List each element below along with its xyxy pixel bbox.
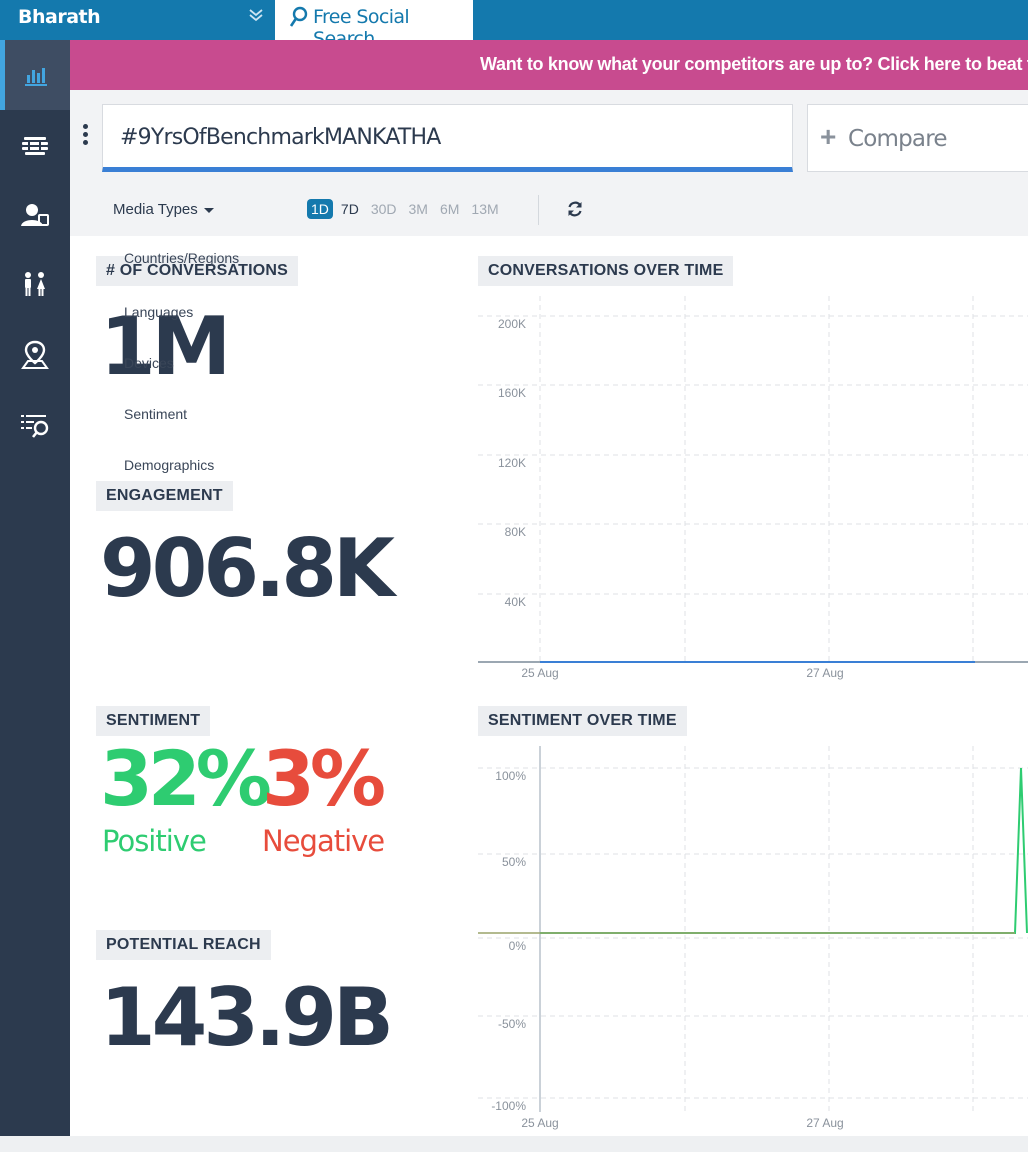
sidebar <box>0 40 70 1136</box>
sentiment-label: SENTIMENT <box>96 706 211 736</box>
conversations-over-time-chart: 200K 160K 120K 80K 40K 25 Aug 27 Aug <box>478 296 1028 680</box>
y-tick-label: 200K <box>498 317 526 331</box>
tab-free-social-search[interactable]: Free Social Search <box>275 0 473 50</box>
potential-reach-value: 143.9B <box>100 971 394 1064</box>
negative-label: Negative <box>262 824 385 858</box>
chevron-down-icon[interactable] <box>246 5 266 25</box>
x-tick-label: 27 Aug <box>806 1116 843 1130</box>
dropdown-item[interactable]: Devices <box>124 355 174 371</box>
plus-icon: + <box>820 121 837 152</box>
y-tick-label: -100% <box>491 1099 526 1113</box>
conversations-label: # OF CONVERSATIONS <box>96 256 298 286</box>
dropdown-item[interactable]: Demographics <box>124 457 215 473</box>
query-input[interactable]: #9YrsOfBenchmarkMANKATHA <box>102 104 793 172</box>
sidebar-item-locations[interactable] <box>0 320 70 390</box>
conversations-value: 1M <box>100 300 231 393</box>
top-bar: Bharath Free Social Search <box>0 0 1028 50</box>
y-tick-label: 50% <box>502 855 526 869</box>
promo-banner[interactable]: Want to know what your competitors are u… <box>70 40 1028 90</box>
time-range-tab[interactable]: 30D <box>370 201 397 217</box>
media-types-label: Media Types <box>113 201 198 218</box>
dropdown-item[interactable]: Countries/Regions <box>124 250 240 266</box>
list-search-icon <box>21 415 49 438</box>
compare-label: Compare <box>848 126 948 152</box>
sidebar-item-search-list[interactable] <box>0 390 70 460</box>
time-range-tab[interactable]: 13M <box>471 201 499 217</box>
engagement-label: ENGAGEMENT <box>96 481 233 511</box>
y-tick-label: 0% <box>509 939 527 953</box>
layers-icon <box>22 137 48 155</box>
people-icon <box>25 272 45 296</box>
x-tick-label: 25 Aug <box>521 666 558 680</box>
dropdown-item[interactable]: Sentiment <box>124 406 188 422</box>
y-tick-label: 160K <box>498 386 526 400</box>
media-types-dropdown[interactable]: Media Types <box>113 201 214 218</box>
kebab-menu-icon[interactable] <box>80 124 90 150</box>
negative-percentage: 3% <box>262 734 386 823</box>
query-text[interactable]: #9YrsOfBenchmarkMANKATHA <box>120 125 441 150</box>
time-range-tab[interactable]: 7D <box>340 201 359 217</box>
y-tick-label: 80K <box>505 525 526 539</box>
bar-chart-icon <box>25 68 47 86</box>
dashboard: # OF CONVERSATIONS 1M Countries/Regions … <box>70 236 1028 1136</box>
user-profile-icon <box>21 204 49 226</box>
map-pin-icon <box>21 340 49 369</box>
sidebar-item-stream[interactable] <box>0 110 70 180</box>
x-tick-label: 25 Aug <box>521 1116 558 1130</box>
dropdown-item[interactable]: Languages <box>124 304 194 320</box>
bottom-strip <box>0 1136 1028 1152</box>
y-tick-label: -50% <box>498 1017 526 1031</box>
sidebar-item-analytics[interactable] <box>0 40 70 110</box>
promo-banner-text[interactable]: Want to know what your competitors are u… <box>480 54 1028 74</box>
time-range-tab[interactable]: 3M <box>408 201 428 217</box>
account-name[interactable]: Bharath <box>18 6 101 28</box>
positive-percentage: 32% <box>100 734 272 823</box>
sentiment-chart-title: SENTIMENT OVER TIME <box>478 706 687 736</box>
query-area: #9YrsOfBenchmarkMANKATHA + Compare Media… <box>70 90 1028 236</box>
sentiment-series-line <box>540 767 1028 934</box>
caret-down-icon <box>203 207 214 213</box>
compare-button[interactable]: + Compare <box>807 104 1028 172</box>
time-range-tab[interactable]: 1D <box>307 199 333 219</box>
y-tick-label: 40K <box>505 595 526 609</box>
potential-reach-label: POTENTIAL REACH <box>96 930 271 960</box>
y-tick-label: 120K <box>498 456 526 470</box>
sentiment-over-time-chart: 100% 50% 0% -50% -100% 25 Aug 27 Aug <box>478 746 1028 1130</box>
time-range-tab[interactable]: 6M <box>439 201 460 217</box>
refresh-icon[interactable] <box>566 200 584 218</box>
positive-label: Positive <box>102 824 207 858</box>
time-range-tabs: 1D 7D 30D 3M 6M 13M <box>307 199 503 219</box>
search-icon <box>289 6 308 27</box>
conversations-chart-title: CONVERSATIONS OVER TIME <box>478 256 734 286</box>
sidebar-item-demographics[interactable] <box>0 250 70 320</box>
y-tick-label: 100% <box>495 769 526 783</box>
sidebar-item-audience[interactable] <box>0 180 70 250</box>
x-tick-label: 27 Aug <box>806 666 843 680</box>
engagement-value: 906.8K <box>100 522 395 615</box>
divider <box>538 195 539 225</box>
